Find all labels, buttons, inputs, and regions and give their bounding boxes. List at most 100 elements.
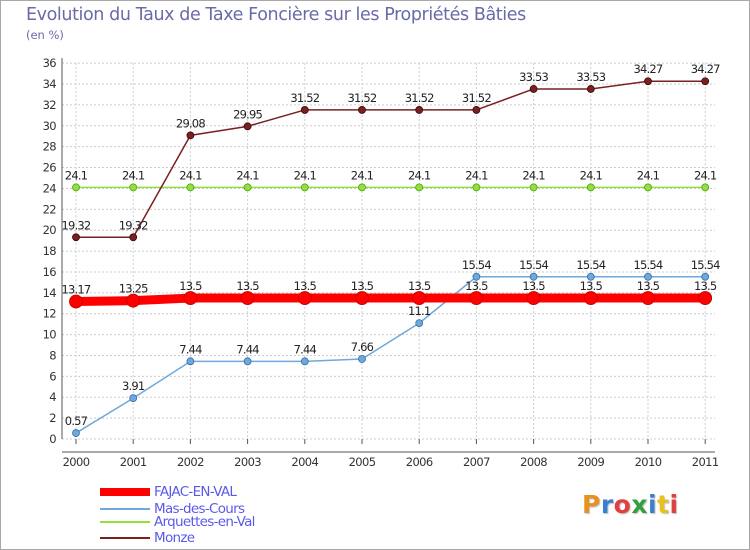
y-tick-label: 6 (49, 369, 56, 383)
data-label-arquettes-en-val: 24.1 (694, 168, 717, 182)
data-label-monze: 33.53 (576, 70, 605, 84)
data-point-monze (644, 77, 652, 86)
data-label-fajac-en-val: 13.5 (580, 279, 603, 293)
data-label-arquettes-en-val: 24.1 (294, 168, 317, 182)
x-tick-label: 2004 (291, 455, 318, 469)
data-label-fajac-en-val: 13.5 (179, 279, 202, 293)
data-point-monze (300, 106, 309, 114)
x-tick-label: 2001 (120, 455, 147, 469)
legend-label: Mas-des-Cours (154, 501, 245, 517)
y-tick-label: 18 (43, 244, 57, 258)
logo-letter: i (648, 490, 658, 519)
data-label-mas-des-cours: 15.54 (691, 258, 720, 272)
data-point-arquettes-en-val (415, 183, 424, 192)
data-point-monze (586, 85, 595, 93)
y-tick-label: 12 (43, 307, 57, 321)
y-tick-label: 32 (43, 98, 57, 112)
legend-label: Monze (154, 530, 195, 546)
data-point-monze (129, 233, 138, 242)
y-tick-label: 30 (43, 119, 57, 133)
data-point-arquettes-en-val (72, 183, 80, 192)
data-point-fajac-en-val (469, 291, 484, 305)
legend-item-monze[interactable]: Monze (100, 530, 195, 546)
data-point-fajac-en-val (412, 291, 427, 305)
data-label-mas-des-cours: 7.44 (294, 342, 317, 356)
legend-item-fajac-en-val[interactable]: FAJAC-EN-VAL (100, 484, 237, 500)
proxiti-logo: Proxiti (582, 490, 679, 519)
grid (62, 62, 715, 440)
y-axis-unit: (en %) (26, 28, 64, 42)
data-label-fajac-en-val: 13.5 (236, 279, 259, 293)
data-label-mas-des-cours: 11.1 (408, 304, 431, 318)
data-point-arquettes-en-val (701, 183, 710, 192)
data-point-mas-des-cours (472, 272, 481, 281)
legend-item-arquettes-en-val[interactable]: Arquettes-en-Val (100, 514, 255, 530)
x-tick-label: 2003 (234, 455, 261, 469)
x-tick-label: 2006 (406, 455, 433, 469)
data-point-monze (529, 85, 538, 93)
data-point-mas-des-cours (72, 429, 80, 437)
data-point-arquettes-en-val (243, 183, 252, 192)
legend-item-mas-des-cours[interactable]: Mas-des-Cours (100, 501, 245, 517)
y-tick-label: 0 (49, 432, 56, 446)
data-label-mas-des-cours: 15.54 (519, 258, 548, 272)
data-label-mas-des-cours: 7.44 (236, 342, 259, 356)
data-point-monze (358, 106, 366, 114)
y-tick-label: 28 (43, 140, 57, 154)
data-label-arquettes-en-val: 24.1 (637, 168, 660, 182)
x-tick-label: 2000 (63, 455, 90, 469)
y-tick-label: 36 (43, 56, 57, 70)
series-line-monze (75, 80, 706, 239)
data-label-monze: 19.32 (119, 218, 148, 232)
data-label-fajac-en-val: 13.5 (294, 279, 317, 293)
data-point-fajac-en-val (583, 291, 598, 305)
data-point-arquettes-en-val (644, 183, 652, 192)
data-label-fajac-en-val: 13.17 (62, 283, 91, 297)
data-label-arquettes-en-val: 24.1 (408, 168, 431, 182)
legend-swatch-mas-des-cours (100, 508, 150, 510)
data-label-monze: 19.32 (62, 218, 91, 232)
data-point-fajac-en-val (355, 291, 369, 305)
data-label-fajac-en-val: 13.5 (637, 279, 660, 293)
y-tick-label: 8 (49, 348, 56, 362)
legend-label: FAJAC-EN-VAL (154, 484, 237, 500)
legend-swatch-arquettes-en-val (100, 521, 150, 523)
data-label-monze: 31.52 (348, 91, 377, 105)
logo-letter: t (657, 490, 670, 519)
x-tick-label: 2010 (635, 455, 662, 469)
data-point-arquettes-en-val (529, 183, 538, 192)
y-tick-label: 10 (43, 328, 57, 342)
data-label-fajac-en-val: 13.5 (522, 279, 545, 293)
data-label-mas-des-cours: 0.57 (65, 414, 88, 428)
data-label-mas-des-cours: 15.54 (462, 258, 491, 272)
data-label-arquettes-en-val: 24.1 (580, 168, 603, 182)
y-tick-label: 4 (49, 390, 56, 404)
data-label-monze: 31.52 (405, 91, 434, 105)
data-point-monze (243, 122, 252, 131)
data-point-fajac-en-val (641, 291, 655, 305)
data-label-monze: 29.95 (233, 107, 262, 121)
data-point-fajac-en-val (297, 291, 312, 305)
logo-letter: i (669, 490, 679, 519)
logo-letter: o (613, 490, 632, 519)
data-point-mas-des-cours (186, 357, 195, 366)
data-label-monze: 33.53 (519, 70, 548, 84)
data-label-arquettes-en-val: 24.1 (236, 168, 259, 182)
legend-label: Arquettes-en-Val (154, 514, 255, 530)
data-point-fajac-en-val (698, 291, 713, 305)
data-label-arquettes-en-val: 24.1 (122, 168, 145, 182)
legend-swatch-monze (100, 537, 150, 539)
data-point-monze (472, 106, 481, 114)
data-label-fajac-en-val: 13.5 (351, 279, 374, 293)
y-tick-label: 26 (43, 161, 57, 175)
data-label-monze: 31.52 (462, 91, 491, 105)
data-point-arquettes-en-val (300, 183, 309, 192)
data-label-monze: 31.52 (290, 91, 319, 105)
data-point-monze (701, 77, 710, 86)
data-point-mas-des-cours (300, 357, 309, 366)
data-label-fajac-en-val: 13.25 (119, 282, 148, 296)
data-point-mas-des-cours (243, 357, 252, 366)
data-label-monze: 34.27 (691, 62, 720, 76)
